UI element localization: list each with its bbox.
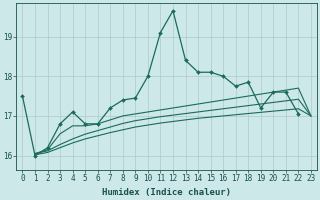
X-axis label: Humidex (Indice chaleur): Humidex (Indice chaleur) [102,188,231,197]
